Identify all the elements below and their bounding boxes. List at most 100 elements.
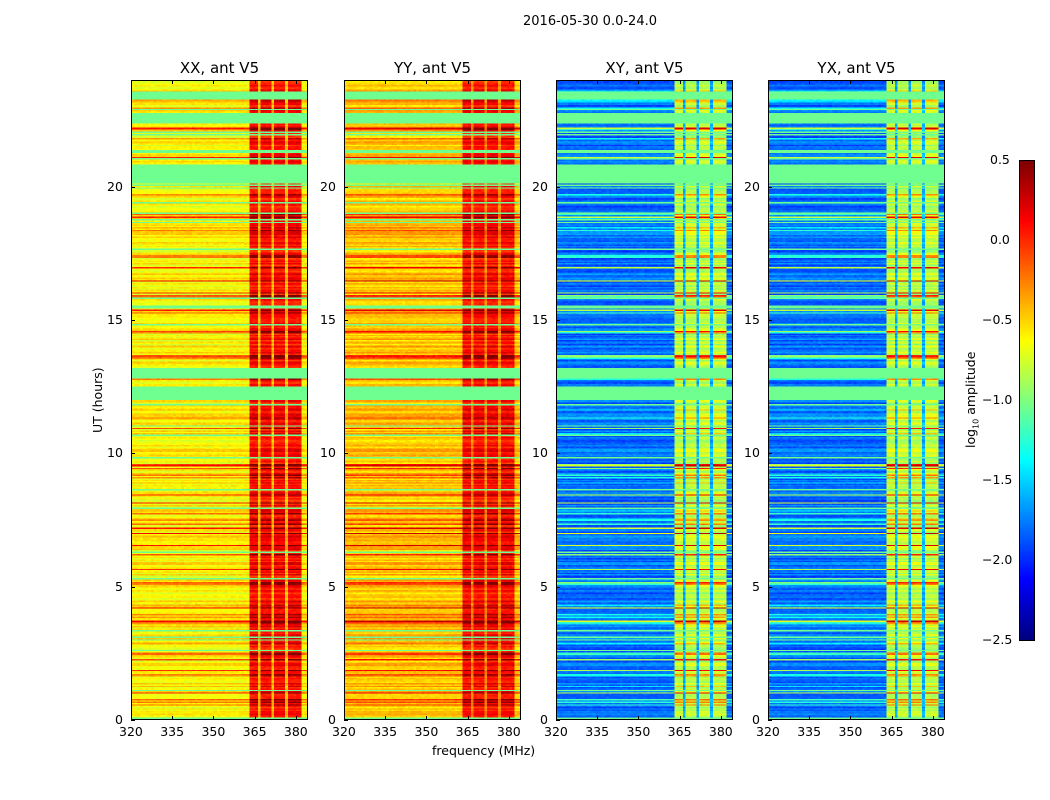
- x-tick-mark: [426, 80, 428, 84]
- panel-title-2: XY, ant V5: [605, 59, 684, 77]
- colorbar-label: log10 amplitude: [963, 352, 981, 448]
- y-tick-label: 0: [328, 712, 336, 727]
- y-tick-mark: [768, 453, 772, 455]
- x-tick-mark: [809, 80, 811, 84]
- x-tick-mark: [891, 80, 893, 84]
- y-tick-label: 0: [540, 712, 548, 727]
- heatmap-panel-1: [344, 80, 521, 720]
- y-tick-label: 20: [532, 178, 548, 194]
- y-tick-label: 10: [532, 445, 548, 461]
- y-tick-label: 15: [532, 312, 548, 327]
- x-tick-mark: [597, 80, 599, 84]
- x-tick-mark: [213, 80, 215, 84]
- y-tick-mark: [131, 720, 135, 721]
- x-tick-mark: [254, 80, 256, 84]
- y-tick-label: 10: [744, 445, 760, 461]
- x-tick-mark: [213, 716, 215, 720]
- x-tick-mark: [809, 716, 811, 720]
- y-tick-mark: [556, 320, 560, 321]
- x-axis-label: frequency (MHz): [432, 743, 536, 758]
- colorbar-label-log: log: [963, 428, 978, 448]
- x-tick-label: 350: [414, 724, 439, 739]
- x-tick-mark: [932, 80, 934, 84]
- y-tick-mark: [344, 586, 348, 588]
- heatmap-panel-2: [556, 80, 733, 720]
- figure-title: 2016-05-30 0.0-24.0: [523, 14, 657, 29]
- y-tick-mark: [344, 720, 348, 721]
- y-tick-mark: [768, 320, 772, 321]
- y-axis-label: UT (hours): [90, 367, 105, 433]
- x-tick-mark: [891, 716, 893, 720]
- colorbar: [1019, 160, 1035, 641]
- y-tick-label: 20: [744, 178, 760, 194]
- colorbar-gradient: [1020, 161, 1034, 640]
- colorbar-label-tail: amplitude: [963, 351, 978, 419]
- x-tick-label: 365: [667, 724, 692, 739]
- heatmap-cells-2: [557, 81, 732, 719]
- y-tick-label: 0: [115, 712, 123, 727]
- colorbar-tick-label: −0.5: [982, 312, 1013, 327]
- x-tick-mark: [467, 716, 469, 720]
- y-tick-mark: [768, 586, 772, 588]
- y-tick-mark: [344, 453, 348, 455]
- x-tick-label: 350: [626, 724, 651, 739]
- x-tick-mark: [295, 716, 297, 720]
- y-tick-label: 5: [115, 578, 123, 594]
- x-tick-mark: [385, 80, 387, 84]
- x-tick-mark: [638, 716, 640, 720]
- x-tick-mark: [556, 716, 557, 720]
- x-tick-mark: [850, 80, 852, 84]
- y-tick-mark: [768, 720, 772, 721]
- x-tick-label: 350: [838, 724, 863, 739]
- x-tick-label: 335: [373, 724, 398, 739]
- x-tick-mark: [768, 80, 769, 84]
- x-tick-mark: [385, 716, 387, 720]
- y-tick-label: 10: [107, 445, 123, 461]
- x-tick-label: 380: [920, 724, 945, 739]
- y-tick-label: 0: [752, 712, 760, 727]
- x-tick-mark: [597, 716, 599, 720]
- heatmap-cells-3: [769, 81, 944, 719]
- x-tick-mark: [131, 716, 132, 720]
- y-tick-mark: [556, 186, 560, 188]
- x-tick-mark: [679, 80, 681, 84]
- x-tick-label: 320: [756, 724, 780, 739]
- y-tick-mark: [556, 720, 560, 721]
- x-tick-mark: [172, 80, 174, 84]
- y-tick-mark: [131, 186, 135, 188]
- x-tick-mark: [638, 80, 640, 84]
- x-tick-mark: [720, 716, 722, 720]
- colorbar-tick-label: −2.0: [982, 552, 1013, 567]
- y-tick-label: 20: [320, 178, 336, 194]
- colorbar-tick-label: −2.5: [982, 632, 1013, 647]
- x-tick-mark: [850, 716, 852, 720]
- x-tick-mark: [556, 80, 557, 84]
- y-tick-mark: [344, 186, 348, 188]
- x-tick-mark: [467, 80, 469, 84]
- colorbar-label-sub: 10: [971, 418, 981, 429]
- x-tick-label: 335: [797, 724, 822, 739]
- x-tick-label: 365: [879, 724, 904, 739]
- x-tick-label: 365: [242, 724, 267, 739]
- x-tick-mark: [344, 80, 345, 84]
- heatmap-cells-1: [345, 81, 520, 719]
- x-tick-label: 320: [332, 724, 356, 739]
- x-tick-mark: [720, 80, 722, 84]
- y-tick-mark: [768, 186, 772, 188]
- x-tick-mark: [426, 716, 428, 720]
- x-tick-mark: [131, 80, 132, 84]
- y-tick-label: 15: [320, 312, 336, 327]
- x-tick-mark: [932, 716, 934, 720]
- x-tick-mark: [679, 716, 681, 720]
- x-tick-label: 380: [283, 724, 308, 739]
- x-tick-label: 350: [201, 724, 226, 739]
- x-tick-label: 335: [585, 724, 610, 739]
- y-tick-label: 15: [107, 312, 123, 327]
- x-tick-mark: [768, 716, 769, 720]
- y-tick-label: 5: [328, 578, 336, 594]
- y-tick-mark: [556, 586, 560, 588]
- colorbar-tick-label: −1.5: [982, 472, 1013, 487]
- colorbar-tick-label: 0.5: [990, 152, 1010, 167]
- x-tick-mark: [295, 80, 297, 84]
